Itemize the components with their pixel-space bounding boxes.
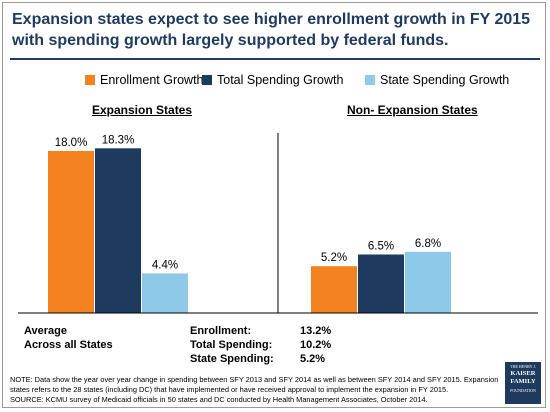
summary-heading: Average Across all States xyxy=(24,324,113,352)
summary-heading-line2: Across all States xyxy=(24,339,113,351)
slide-frame xyxy=(2,2,546,408)
bars-layer xyxy=(48,148,451,313)
summary-label-enrollment: Enrollment: xyxy=(190,325,252,337)
legend-swatch-total-spending xyxy=(202,75,212,85)
legend-swatch-state-spending xyxy=(365,75,375,85)
value-label-expansion-state-spending: 4.4% xyxy=(152,259,178,271)
legend-swatch-enrollment xyxy=(85,75,95,85)
footnote: NOTE: Data show the year over year chang… xyxy=(10,375,502,405)
summary-value-total-spending: 10.2% xyxy=(300,339,332,351)
value-label-non-expansion-state-spending: 6.8% xyxy=(415,238,441,250)
logo-line3: FAMILY xyxy=(510,378,536,385)
value-label-non-expansion-total-spending: 6.5% xyxy=(368,241,394,253)
bar-non-expansion-total-spending xyxy=(358,254,404,313)
summary-label-state-spending: State Spending: xyxy=(190,353,274,365)
summary-value-enrollment: 13.2% xyxy=(300,325,332,337)
bar-non-expansion-enrollment xyxy=(311,266,357,313)
summary-label-total-spending: Total Spending: xyxy=(190,339,273,351)
source-text: SOURCE: KCMU survey of Medicaid official… xyxy=(10,395,428,404)
value-label-expansion-enrollment: 18.0% xyxy=(55,137,88,149)
group-title-expansion: Expansion States xyxy=(92,103,193,117)
logo-line2: KAISER xyxy=(510,370,536,377)
value-label-non-expansion-enrollment: 5.2% xyxy=(321,252,347,264)
legend: Enrollment Growth Total Spending Growth … xyxy=(0,73,550,91)
kaiser-logo: THE HENRY J. KAISER FAMILY FOUNDATION xyxy=(505,362,541,404)
bar-non-expansion-state-spending xyxy=(405,251,451,313)
group-title-non-expansion: Non- Expansion States xyxy=(347,103,478,117)
legend-item-enrollment: Enrollment Growth xyxy=(85,73,204,87)
legend-label-state-spending: State Spending Growth xyxy=(380,73,510,87)
summary-value-state-spending: 5.2% xyxy=(300,353,326,365)
logo-line1: THE HENRY J. xyxy=(510,364,536,369)
bar-expansion-state-spending xyxy=(142,273,188,313)
summary-heading-line1: Average xyxy=(24,325,68,337)
legend-label-total-spending: Total Spending Growth xyxy=(217,73,344,87)
summary-values: 13.2% 10.2% 5.2% xyxy=(300,324,331,366)
note-text: NOTE: Data show the year over year chang… xyxy=(10,375,499,394)
legend-item-total-spending: Total Spending Growth xyxy=(202,73,343,87)
value-labels-layer: 18.0% 5.2% 18.3% 6.5% 4.4% 6.8% xyxy=(55,134,441,271)
chart-title: Expansion states expect to see higher en… xyxy=(12,11,531,49)
legend-item-state-spending: State Spending Growth xyxy=(365,73,509,87)
logo-line4: FOUNDATION xyxy=(510,388,536,393)
legend-label-enrollment: Enrollment Growth xyxy=(100,73,204,87)
summary-labels: Enrollment: Total Spending: State Spendi… xyxy=(190,324,274,366)
bar-expansion-total-spending xyxy=(95,148,141,313)
title-divider xyxy=(10,58,540,60)
value-label-expansion-total-spending: 18.3% xyxy=(102,134,135,146)
bar-expansion-enrollment xyxy=(48,151,94,313)
